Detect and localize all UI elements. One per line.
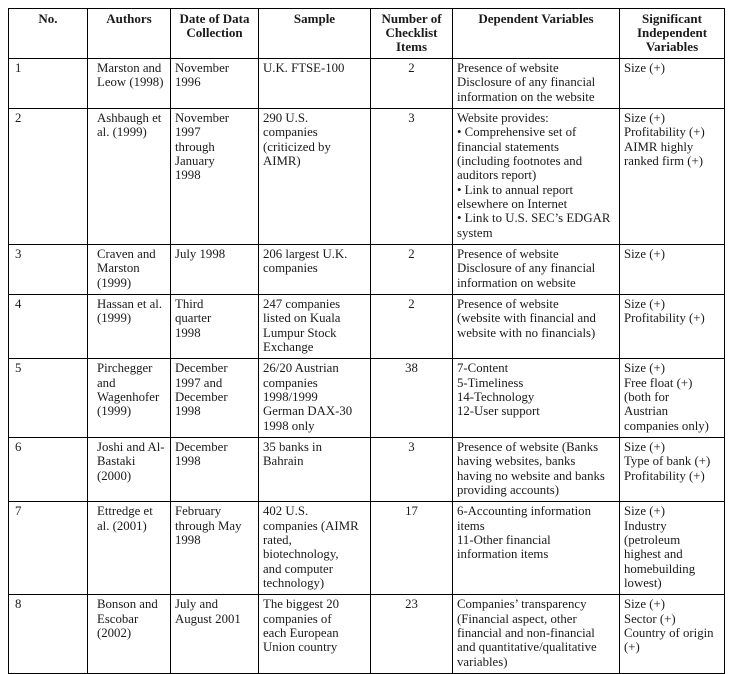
cell-authors: Hassan et al. (1999) <box>87 294 171 360</box>
cell-significant-variables: Size (+) Sector (+) Country of origin (+… <box>619 594 725 674</box>
cell-checklist-items: 2 <box>370 58 453 110</box>
table-row: 5 Pirchegger and Wagenhofer (1999) Decem… <box>8 358 725 438</box>
cell-dependent-variables: Presence of website (website with financ… <box>452 294 620 360</box>
cell-sample: U.K. FTSE-100 <box>258 58 371 110</box>
cell-significant-variables: Size (+) Free float (+) (both for Austri… <box>619 358 725 438</box>
table-row: 3 Craven and Marston (1999) July 1998 20… <box>8 244 725 296</box>
cell-significant-variables: Size (+) Type of bank (+) Profitability … <box>619 436 725 503</box>
document-page: No. Authors Date of Data Collection Samp… <box>8 7 725 674</box>
cell-sample: 206 largest U.K. companies <box>258 244 371 296</box>
table-row: 6 Joshi and Al- Bastaki (2000) December … <box>8 436 725 503</box>
table-row: 4 Hassan et al. (1999) Third quarter 199… <box>8 294 725 360</box>
col-header-authors: Authors <box>87 7 171 60</box>
cell-date: November 1997 through January 1998 <box>170 108 259 246</box>
cell-no: 4 <box>8 294 88 360</box>
cell-authors: Craven and Marston (1999) <box>87 244 171 296</box>
cell-significant-variables: Size (+) <box>619 58 725 110</box>
cell-significant-variables: Size (+) Profitability (+) AIMR highly r… <box>619 108 725 246</box>
cell-dependent-variables: Presence of website (Banks having websit… <box>452 436 620 503</box>
cell-sample: 402 U.S. companies (AIMR rated, biotechn… <box>258 501 371 596</box>
cell-sample: 290 U.S. companies (criticized by AIMR) <box>258 108 371 246</box>
table-row: 1 Marston and Leow (1998) November 1996 … <box>8 58 725 110</box>
cell-date: July 1998 <box>170 244 259 296</box>
cell-dependent-variables: Companies’ transparency (Financial aspec… <box>452 594 620 674</box>
col-header-significant-independent-variables: Significant Independent Variables <box>619 7 725 60</box>
cell-checklist-items: 2 <box>370 294 453 360</box>
cell-checklist-items: 2 <box>370 244 453 296</box>
col-header-date-of-data-collection: Date of Data Collection <box>170 7 259 60</box>
table-row: 8 Bonson and Escobar (2002) July and Aug… <box>8 594 725 674</box>
cell-authors: Marston and Leow (1998) <box>87 58 171 110</box>
cell-authors: Ashbaugh et al. (1999) <box>87 108 171 246</box>
cell-checklist-items: 3 <box>370 436 453 503</box>
cell-significant-variables: Size (+) Industry (petroleum highest and… <box>619 501 725 596</box>
cell-checklist-items: 17 <box>370 501 453 596</box>
cell-checklist-items: 23 <box>370 594 453 674</box>
cell-significant-variables: Size (+) Profitability (+) <box>619 294 725 360</box>
cell-dependent-variables: 6-Accounting information items 11-Other … <box>452 501 620 596</box>
cell-authors: Pirchegger and Wagenhofer (1999) <box>87 358 171 438</box>
col-header-dependent-variables: Dependent Variables <box>452 7 620 60</box>
cell-dependent-variables: Presence of website Disclosure of any fi… <box>452 58 620 110</box>
cell-date: November 1996 <box>170 58 259 110</box>
cell-dependent-variables: Presence of website Disclosure of any fi… <box>452 244 620 296</box>
cell-dependent-variables: 7-Content 5-Timeliness 14-Technology 12-… <box>452 358 620 438</box>
cell-significant-variables: Size (+) <box>619 244 725 296</box>
cell-no: 5 <box>8 358 88 438</box>
table-row: 7 Ettredge et al. (2001) February throug… <box>8 501 725 596</box>
cell-no: 6 <box>8 436 88 503</box>
cell-sample: 26/20 Austrian companies 1998/1999 Germa… <box>258 358 371 438</box>
cell-no: 8 <box>8 594 88 674</box>
table-row: 2 Ashbaugh et al. (1999) November 1997 t… <box>8 108 725 246</box>
col-header-number-of-checklist-items: Number of Checklist Items <box>370 7 453 60</box>
cell-sample: 247 companies listed on Kuala Lumpur Sto… <box>258 294 371 360</box>
cell-date: Third quarter 1998 <box>170 294 259 360</box>
cell-date: July and August 2001 <box>170 594 259 674</box>
header-row: No. Authors Date of Data Collection Samp… <box>8 7 725 60</box>
cell-date: December 1998 <box>170 436 259 503</box>
literature-review-table: No. Authors Date of Data Collection Samp… <box>8 7 725 674</box>
cell-no: 7 <box>8 501 88 596</box>
cell-checklist-items: 3 <box>370 108 453 246</box>
cell-authors: Joshi and Al- Bastaki (2000) <box>87 436 171 503</box>
cell-authors: Ettredge et al. (2001) <box>87 501 171 596</box>
cell-date: December 1997 and December 1998 <box>170 358 259 438</box>
cell-authors: Bonson and Escobar (2002) <box>87 594 171 674</box>
cell-no: 1 <box>8 58 88 110</box>
col-header-sample: Sample <box>258 7 371 60</box>
cell-checklist-items: 38 <box>370 358 453 438</box>
cell-date: February through May 1998 <box>170 501 259 596</box>
cell-no: 3 <box>8 244 88 296</box>
cell-dependent-variables: Website provides: • Comprehensive set of… <box>452 108 620 246</box>
cell-sample: The biggest 20 companies of each Europea… <box>258 594 371 674</box>
cell-sample: 35 banks in Bahrain <box>258 436 371 503</box>
cell-no: 2 <box>8 108 88 246</box>
col-header-no: No. <box>8 7 88 60</box>
